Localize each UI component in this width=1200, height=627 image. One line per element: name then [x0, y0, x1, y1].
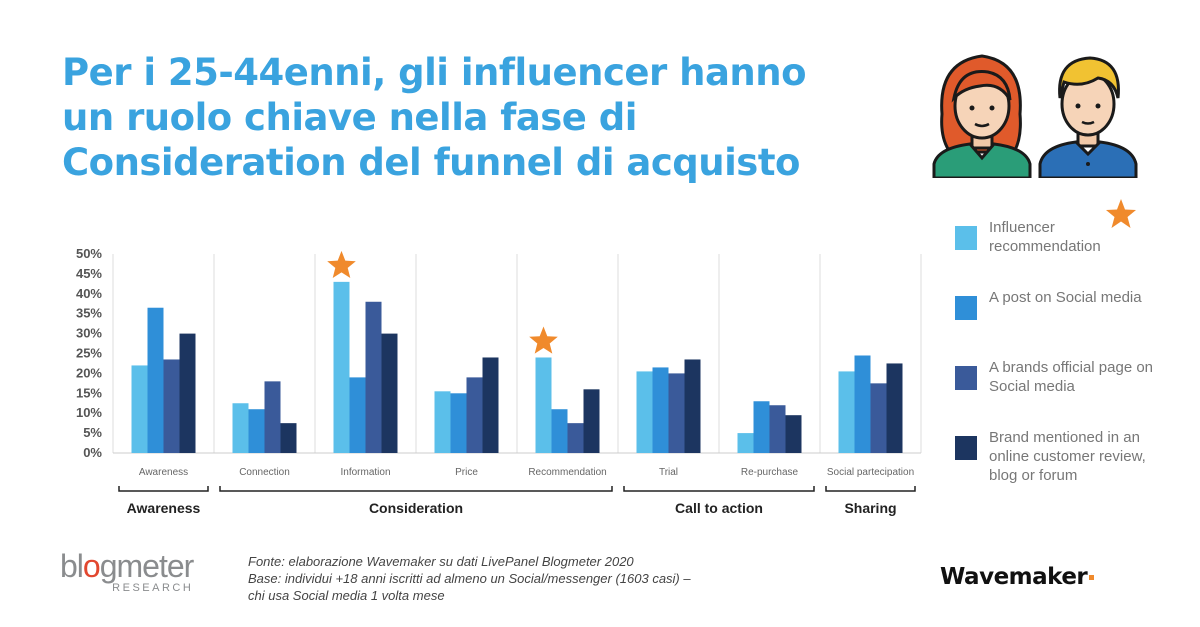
source-line-1: Fonte: elaborazione Wavemaker su dati Li…	[248, 554, 634, 569]
x-tick-label: Price	[455, 467, 478, 478]
avatars-illustration	[932, 54, 1138, 178]
legend-label-post: A post on Social media	[989, 289, 1142, 306]
group-label: Sharing	[844, 500, 896, 516]
bar	[652, 367, 669, 453]
y-tick-label: 10%	[76, 405, 102, 420]
bar	[854, 355, 871, 453]
bar	[737, 433, 754, 453]
bar	[131, 365, 148, 453]
bar	[163, 359, 180, 453]
source-note: Fonte: elaborazione Wavemaker su dati Li…	[248, 553, 691, 604]
source-line-2: Base: individui +18 anni iscritti ad alm…	[248, 571, 691, 586]
man-avatar-icon	[1038, 56, 1138, 178]
group-bracket	[825, 486, 916, 492]
wavemaker-logo-dot	[1089, 575, 1095, 580]
wavemaker-logo: Wavemaker	[940, 564, 1095, 590]
legend-label-brand-page: A brands official page on Social media	[989, 359, 1154, 395]
bar	[381, 333, 398, 453]
bar	[434, 391, 451, 453]
bar-chart: 0% 5% 10% 15% 20% 25% 30% 35% 40% 45% 50% Awareness…	[76, 246, 922, 516]
woman-avatar-icon	[932, 54, 1032, 178]
blogmeter-logo-text-a: bl	[60, 548, 84, 584]
x-tick-label: Connection	[239, 467, 290, 478]
bar	[636, 371, 653, 453]
legend-swatch-brand-page	[955, 366, 977, 390]
legend-swatch-post	[955, 296, 977, 320]
blogmeter-logo: blogmeter RESEARCH	[60, 548, 195, 594]
wavemaker-logo-text: Wavemaker	[940, 564, 1088, 590]
bar	[248, 409, 265, 453]
blogmeter-logo-text-b: g	[99, 548, 118, 584]
bar	[668, 373, 685, 453]
group-bracket	[219, 486, 613, 492]
bar	[753, 401, 770, 453]
bar	[785, 415, 802, 453]
title-line-1: Per i 25-44enni, gli influencer hanno	[62, 51, 807, 94]
bar	[769, 405, 786, 453]
bar	[147, 307, 164, 453]
blogmeter-logo-sub: RESEARCH	[112, 582, 194, 594]
x-tick-label: Social partecipation	[827, 467, 914, 478]
source-line-3: chi usa Social media 1 volta mese	[248, 588, 445, 603]
group-label: Consideration	[369, 500, 463, 516]
x-tick-label: Awareness	[139, 467, 188, 478]
title-line-3: Consideration del funnel di acquisto	[62, 141, 800, 184]
bar	[349, 377, 366, 453]
bar	[535, 357, 552, 453]
x-tick-label: Information	[340, 467, 390, 478]
bar	[264, 381, 281, 453]
group-bracket	[118, 486, 209, 492]
bar	[333, 281, 350, 453]
legend-label-review: Brand mentioned in an online customer re…	[989, 429, 1146, 484]
bar	[232, 403, 249, 453]
y-tick-label: 15%	[76, 385, 102, 400]
y-tick-label: 25%	[76, 346, 102, 361]
blogmeter-logo-text-c: meter	[116, 548, 195, 584]
group-bracket	[623, 486, 815, 492]
legend-swatch-review	[955, 436, 977, 460]
blogmeter-logo-text-o: o	[82, 548, 101, 584]
star-icon	[529, 326, 558, 354]
bar	[551, 409, 568, 453]
y-tick-label: 20%	[76, 365, 102, 380]
group-label: Awareness	[127, 500, 201, 516]
group-label: Call to action	[675, 500, 763, 516]
bar	[583, 389, 600, 453]
bar	[567, 423, 584, 453]
bar	[179, 333, 196, 453]
bar	[482, 357, 499, 453]
x-tick-label: Trial	[659, 467, 678, 478]
title-line-2: un ruolo chiave nella fase di	[62, 96, 637, 139]
bar	[838, 371, 855, 453]
star-icon	[327, 250, 356, 278]
x-tick-label: Re-purchase	[741, 467, 799, 478]
bar	[365, 301, 382, 453]
y-tick-label: 35%	[76, 306, 102, 321]
y-tick-label: 45%	[76, 266, 102, 281]
bar	[450, 393, 467, 453]
page-title: Per i 25-44enni, gli influencer hanno un…	[62, 50, 892, 185]
legend-label-influencer: Influencer recommendation	[989, 219, 1101, 255]
y-tick-label: 50%	[76, 246, 102, 261]
bar	[280, 423, 297, 453]
y-tick-label: 40%	[76, 286, 102, 301]
bar	[870, 383, 887, 453]
bar	[886, 363, 903, 453]
x-tick-label: Recommendation	[528, 467, 606, 478]
y-tick-label: 0%	[83, 445, 102, 460]
bar	[466, 377, 483, 453]
bar	[684, 359, 701, 453]
y-tick-label: 5%	[83, 425, 102, 440]
y-tick-label: 30%	[76, 326, 102, 341]
legend-swatch-influencer	[955, 226, 977, 250]
star-icon	[1106, 199, 1136, 228]
